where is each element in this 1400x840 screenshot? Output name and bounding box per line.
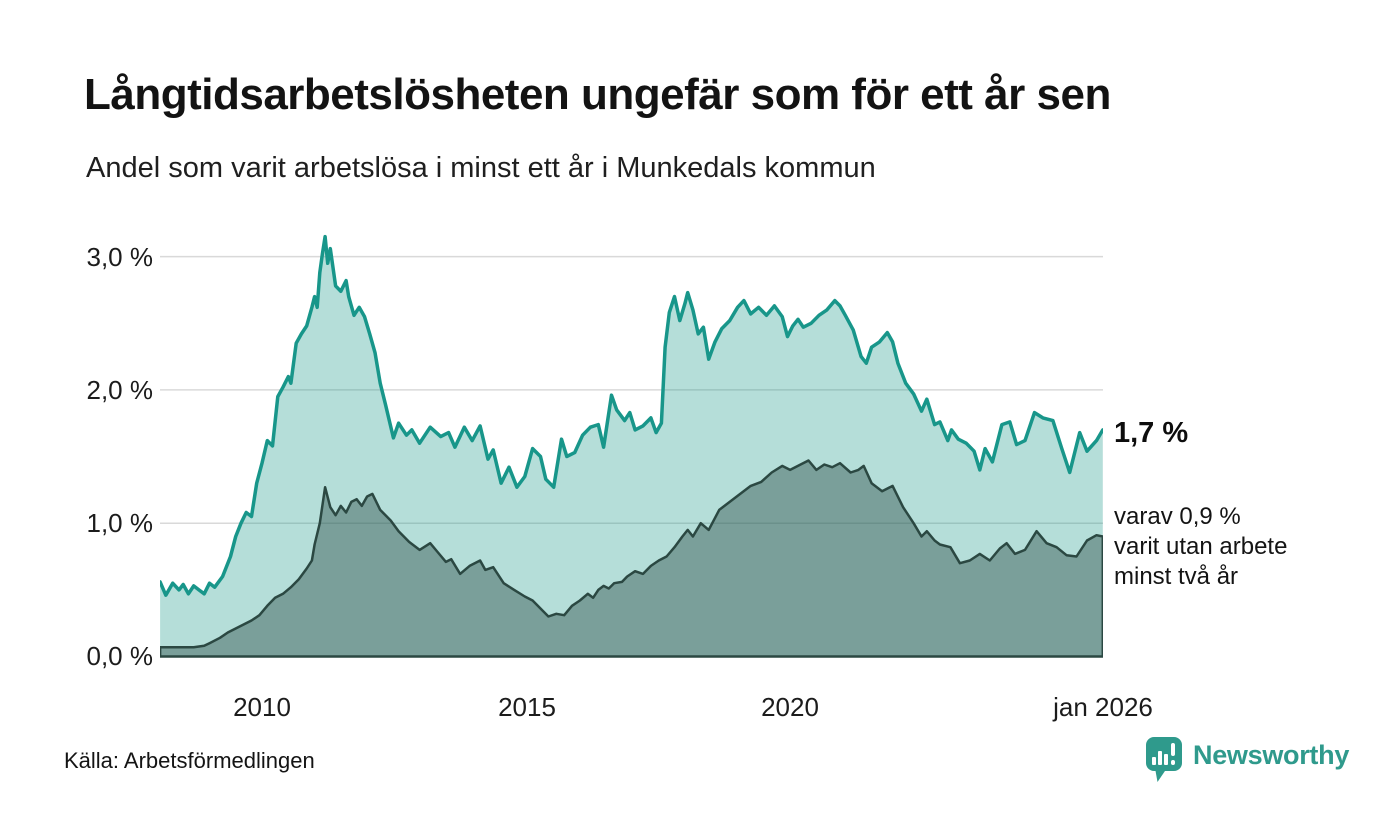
- secondary-series-annotation: varav 0,9 % varit utan arbete minst två …: [1114, 502, 1287, 592]
- annotation-line-2: varit utan arbete: [1114, 533, 1288, 560]
- newsworthy-wordmark: Newsworthy: [1193, 740, 1350, 770]
- y-axis-tick-0: 0,0 %: [86, 641, 154, 671]
- newsworthy-bubble-chart-icon: [1146, 737, 1182, 782]
- page-title: Långtidsarbetslösheten ungefär som för e…: [84, 70, 1111, 119]
- y-axis-tick-3: 3,0 %: [86, 242, 154, 272]
- annotation-line-3: minst två år: [1114, 563, 1239, 590]
- unemployment-area-chart: [160, 234, 1103, 658]
- page-subtitle: Andel som varit arbetslösa i minst ett å…: [86, 152, 876, 184]
- x-axis-tick-2010: 2010: [233, 692, 291, 722]
- latest-value-label: 1,7 %: [1114, 417, 1189, 449]
- source-note: Källa: Arbetsförmedlingen: [64, 748, 315, 773]
- y-axis-tick-2: 2,0 %: [86, 375, 154, 405]
- x-axis-tick-2020: 2020: [761, 692, 819, 722]
- newsworthy-logo: Newsworthy: [1146, 737, 1349, 783]
- x-axis-tick-2015: 2015: [498, 692, 556, 722]
- y-axis-tick-1: 1,0 %: [86, 508, 154, 538]
- x-axis-tick-jan-2026: jan 2026: [1053, 692, 1153, 722]
- annotation-line-1: varav 0,9 %: [1114, 503, 1241, 530]
